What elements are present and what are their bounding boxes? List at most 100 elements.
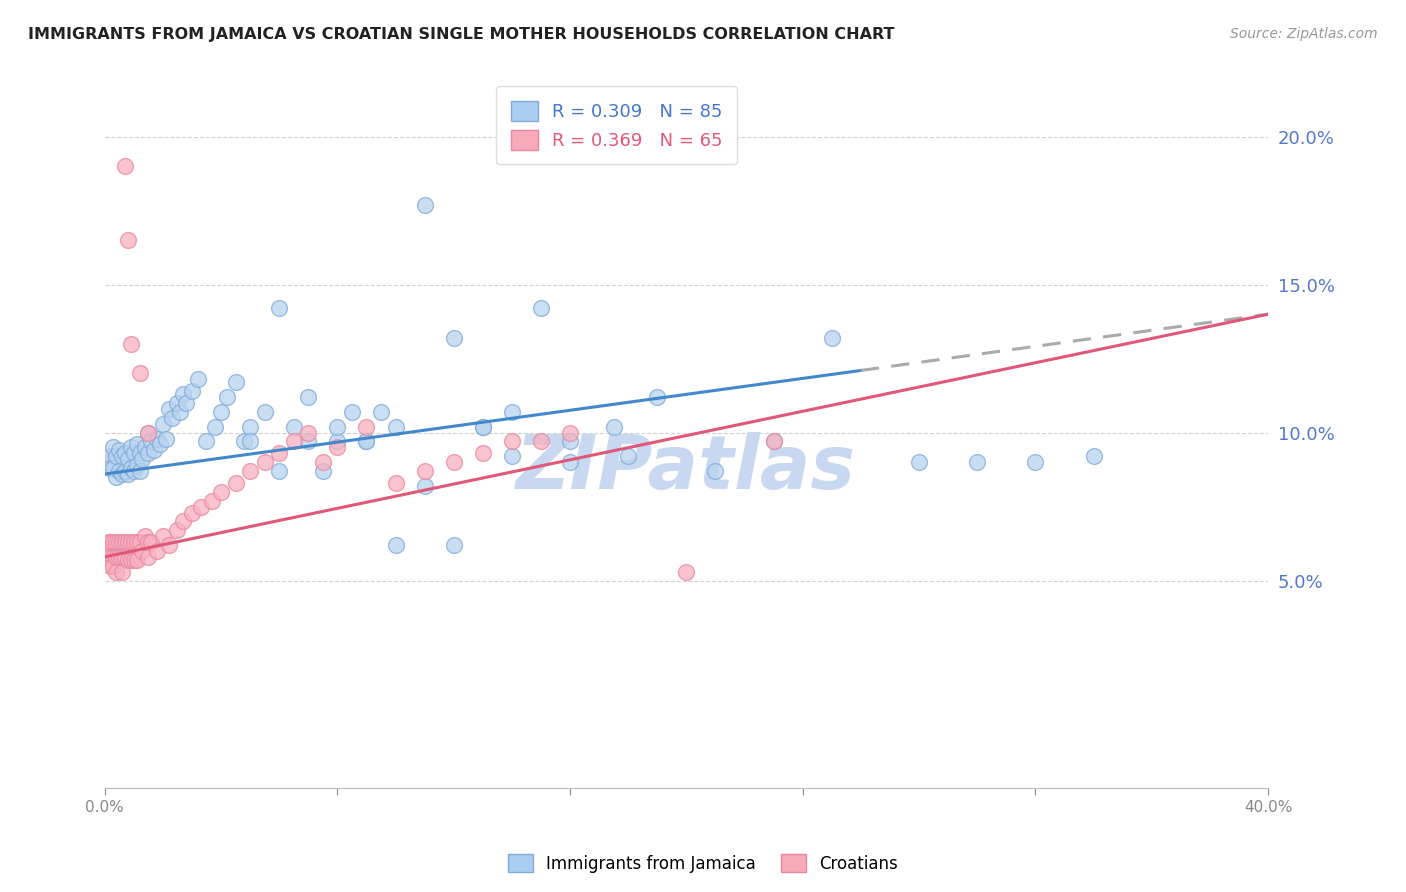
Point (97, 455, 120, 469)
Point (122, 464, 145, 478)
Legend: Immigrants from Jamaica, Croatians: Immigrants from Jamaica, Croatians (502, 847, 904, 880)
Text: Source: ZipAtlas.com: Source: ZipAtlas.com (1230, 27, 1378, 41)
Point (125, 553, 148, 567)
Point (111, 467, 134, 481)
Point (201, 493, 224, 508)
Point (141, 434, 163, 449)
Point (413, 479, 436, 493)
Point (269, 464, 291, 478)
Point (312, 464, 335, 478)
Point (174, 396, 197, 410)
Point (340, 405, 363, 419)
Point (128, 464, 150, 478)
Point (114, 464, 136, 478)
Point (157, 538, 180, 552)
Point (108, 464, 131, 478)
Point (131, 452, 153, 467)
Point (269, 301, 291, 316)
Point (114, 535, 136, 549)
Point (122, 535, 145, 549)
Point (117, 535, 139, 549)
Point (134, 529, 156, 543)
Point (114, 446, 136, 460)
Point (283, 419, 305, 434)
Point (253, 405, 276, 419)
Point (762, 434, 785, 449)
Point (120, 535, 142, 549)
Point (326, 441, 349, 455)
Point (136, 446, 159, 460)
Point (384, 419, 406, 434)
Legend: R = 0.309   N = 85, R = 0.369   N = 65: R = 0.309 N = 85, R = 0.369 N = 65 (496, 87, 737, 164)
Point (209, 484, 232, 499)
Point (122, 553, 145, 567)
Point (297, 390, 319, 404)
Point (225, 475, 247, 490)
Point (283, 434, 305, 449)
Point (100, 450, 122, 464)
Point (356, 419, 378, 434)
Point (125, 535, 148, 549)
Point (152, 529, 174, 543)
Point (114, 159, 136, 173)
Point (105, 535, 128, 549)
Point (443, 455, 465, 469)
Point (239, 434, 262, 449)
Point (225, 376, 247, 390)
Text: ZIPatlas: ZIPatlas (516, 432, 856, 505)
Point (108, 549, 131, 564)
Point (239, 464, 262, 478)
Point (105, 565, 128, 579)
Point (125, 437, 148, 451)
Point (97, 544, 120, 558)
Point (111, 549, 134, 564)
Point (269, 446, 291, 460)
Point (152, 417, 174, 431)
Point (100, 535, 122, 549)
Point (312, 455, 335, 469)
Point (120, 441, 142, 455)
Point (136, 425, 159, 440)
Point (114, 549, 136, 564)
Point (103, 535, 125, 549)
Point (103, 558, 125, 573)
Point (471, 419, 494, 434)
Point (111, 565, 134, 579)
Point (762, 434, 785, 449)
Point (384, 538, 406, 552)
Point (120, 336, 142, 351)
Point (187, 372, 209, 386)
Point (558, 425, 581, 440)
Point (413, 197, 436, 211)
Point (105, 450, 128, 464)
Point (128, 535, 150, 549)
Point (181, 384, 204, 399)
Point (166, 523, 188, 537)
Point (100, 461, 122, 475)
Point (108, 535, 131, 549)
Point (143, 443, 166, 458)
Point (645, 390, 668, 404)
Point (195, 434, 218, 449)
Point (136, 549, 159, 564)
Point (160, 410, 183, 425)
Point (190, 500, 212, 514)
Point (530, 301, 553, 316)
Point (253, 455, 276, 469)
Point (136, 535, 159, 549)
Point (1083, 450, 1105, 464)
Point (149, 437, 172, 451)
Point (209, 405, 232, 419)
Point (117, 553, 139, 567)
Point (122, 446, 145, 460)
Point (108, 443, 131, 458)
Point (120, 461, 142, 475)
Point (356, 434, 378, 449)
Point (134, 441, 156, 455)
Point (908, 455, 931, 469)
Point (166, 396, 188, 410)
Point (443, 331, 465, 345)
Point (297, 434, 319, 449)
Point (105, 549, 128, 564)
Point (181, 506, 204, 520)
